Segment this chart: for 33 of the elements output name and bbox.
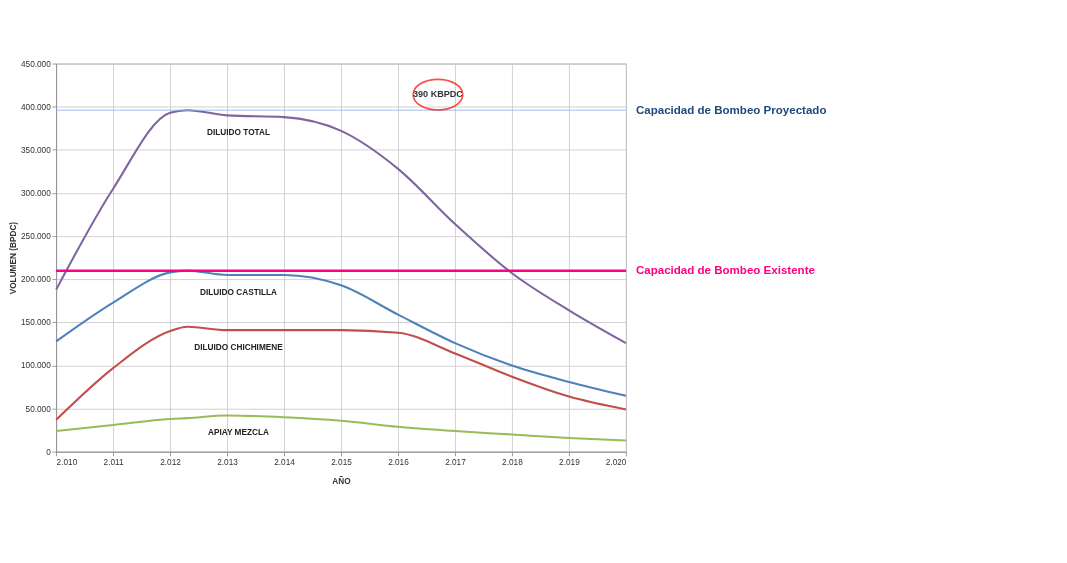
y-tick-label: 300.000 [20, 188, 52, 198]
series-label: APIAY MEZCLA [208, 428, 270, 438]
series-label: DILUIDO CHICHIMENE [194, 343, 284, 353]
x-tick-label: 2.011 [103, 457, 124, 467]
x-tick-label: 2.017 [445, 457, 467, 467]
y-tick-label: 150.000 [20, 318, 52, 328]
y-tick-label: 350.000 [20, 145, 52, 155]
x-tick-label: 2.019 [559, 457, 581, 467]
ref-line-label: Capacidad de Bombeo Proyectado [635, 103, 827, 116]
x-tick-label: 2.018 [502, 457, 524, 467]
x-tick-label: 2.014 [274, 457, 296, 467]
x-tick-label: 2.020 [605, 457, 627, 467]
x-tick-label: 2.013 [217, 457, 239, 467]
series-label: DILUIDO CASTILLA [200, 287, 278, 297]
line-series [55, 269, 628, 397]
series-label: DILUIDO TOTAL [207, 128, 270, 138]
line-series [55, 325, 628, 421]
x-tick-label: 2.016 [388, 457, 410, 467]
y-tick-label: 450.000 [20, 59, 52, 69]
x-tick-label: 2.012 [160, 457, 182, 467]
x-axis-title: AÑO [332, 476, 352, 487]
y-tick-label: 200.000 [20, 275, 52, 285]
y-tick-label: 0 [46, 447, 52, 457]
y-tick-label: 400.000 [20, 102, 52, 112]
ref-line-label: Capacidad de Bombeo Existente [635, 263, 816, 276]
x-tick-label: 2.015 [331, 457, 353, 467]
line-series [55, 109, 628, 345]
y-tick-label: 250.000 [20, 232, 52, 242]
y-tick-label: 50.000 [25, 404, 52, 414]
y-tick-label: 100.000 [20, 361, 52, 371]
line-series [55, 414, 628, 442]
x-tick-label: 2.010 [56, 457, 78, 467]
y-axis-title: VOLUMEN (BPDC) [8, 221, 18, 295]
